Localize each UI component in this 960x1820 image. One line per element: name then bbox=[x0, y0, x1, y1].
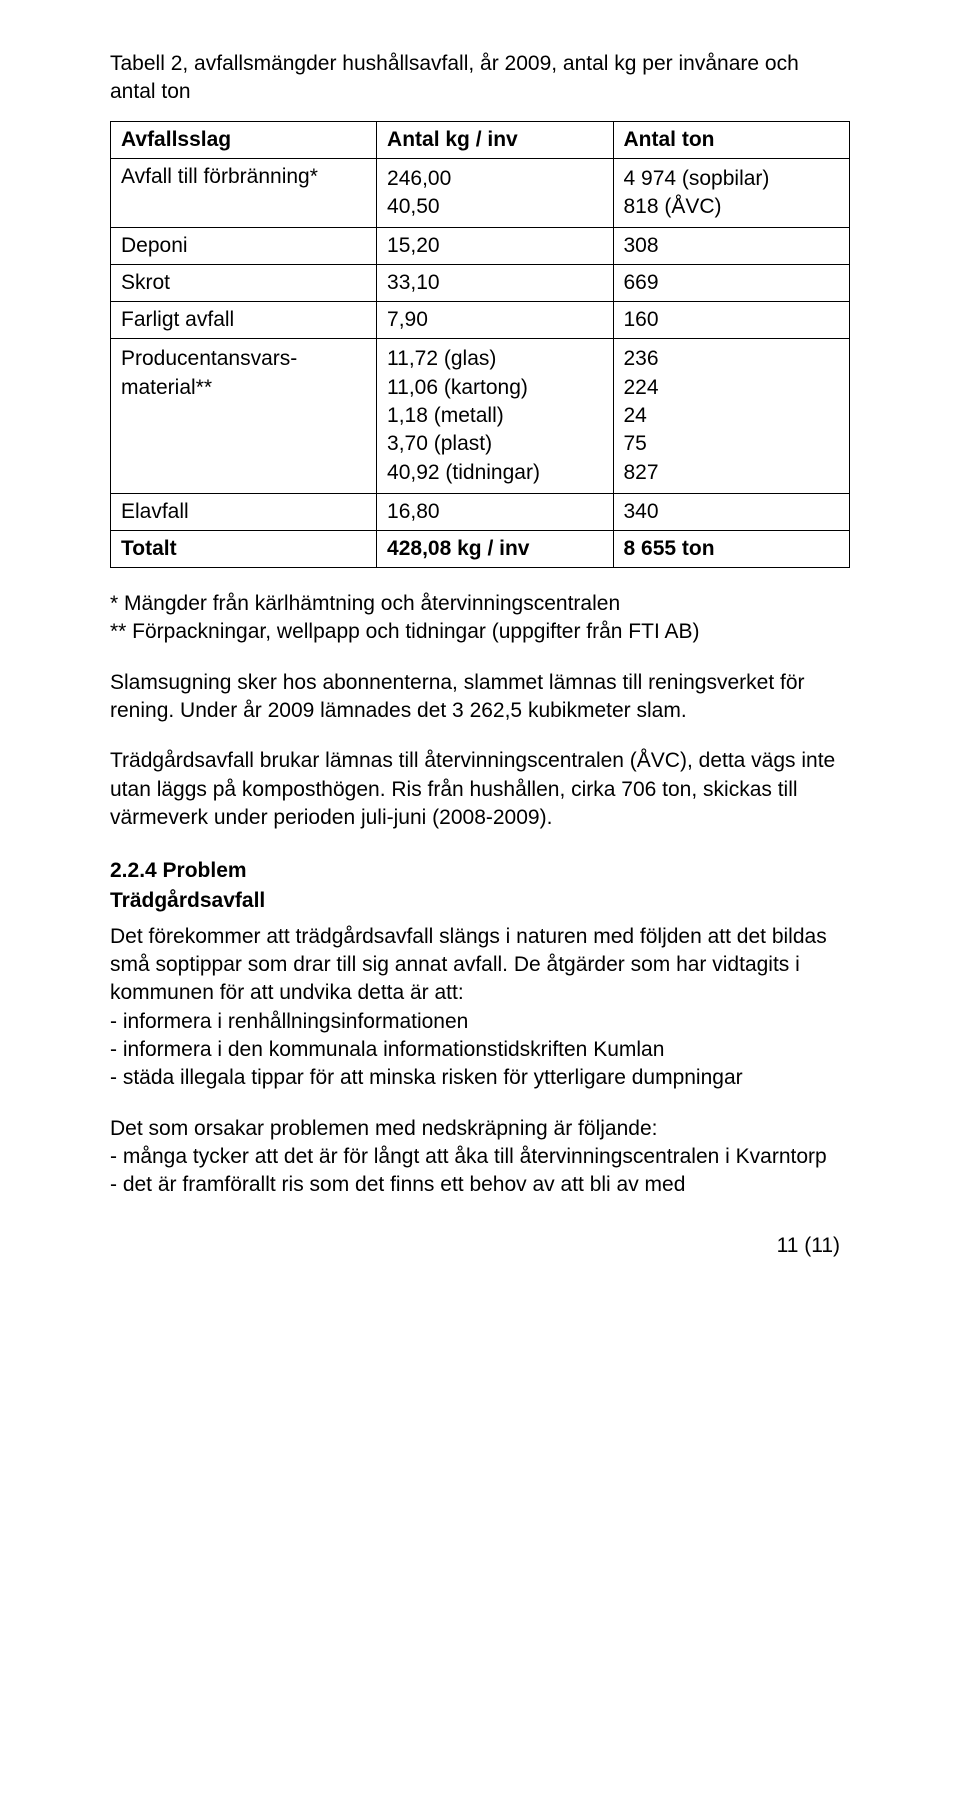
table-row: Producentansvars- material** 11,72 (glas… bbox=[111, 339, 850, 494]
table-header-row: Avfallsslag Antal kg / inv Antal ton bbox=[111, 121, 850, 158]
sub-heading-tradgardsavfall: Trädgårdsavfall bbox=[110, 889, 850, 913]
bullet-line: - informera i renhållningsinformationen bbox=[110, 1008, 850, 1036]
data-table: Avfallsslag Antal kg / inv Antal ton Avf… bbox=[110, 121, 850, 568]
cell-ton: 8 655 ton bbox=[613, 531, 850, 568]
cell-value: 246,00 bbox=[387, 165, 602, 193]
table-row: Skrot 33,10 669 bbox=[111, 265, 850, 302]
paragraph-causes-intro: Det som orsakar problemen med nedskräpni… bbox=[110, 1115, 850, 1143]
cell-ton: 160 bbox=[613, 302, 850, 339]
cell-kg: 428,08 kg / inv bbox=[377, 531, 613, 568]
table-row: Farligt avfall 7,90 160 bbox=[111, 302, 850, 339]
cell-value: 40,50 bbox=[387, 193, 602, 221]
cell-avfallsslag: Avfall till förbränning* bbox=[111, 158, 377, 228]
bullet-line: - det är framförallt ris som det finns e… bbox=[110, 1171, 850, 1199]
section-heading-problem: 2.2.4 Problem bbox=[110, 859, 850, 883]
col-header-ton: Antal ton bbox=[613, 121, 850, 158]
table-title: Tabell 2, avfallsmängder hushållsavfall,… bbox=[110, 50, 850, 107]
cell-value: 3,70 (plast) bbox=[387, 430, 602, 458]
cell-ton: 236 224 24 75 827 bbox=[613, 339, 850, 494]
cell-value: material** bbox=[121, 374, 366, 402]
cell-kg: 33,10 bbox=[377, 265, 613, 302]
cell-value: 40,92 (tidningar) bbox=[387, 459, 602, 487]
table-row: Avfall till förbränning* 246,00 40,50 4 … bbox=[111, 158, 850, 228]
cell-value: 224 bbox=[624, 374, 840, 402]
table-row-total: Totalt 428,08 kg / inv 8 655 ton bbox=[111, 531, 850, 568]
cell-value: 11,06 (kartong) bbox=[387, 374, 602, 402]
paragraph-tradgard: Trädgårdsavfall brukar lämnas till återv… bbox=[110, 747, 850, 832]
col-header-kg: Antal kg / inv bbox=[377, 121, 613, 158]
table-row: Elavfall 16,80 340 bbox=[111, 494, 850, 531]
cell-value: 24 bbox=[624, 402, 840, 430]
page-number: 11 (11) bbox=[110, 1234, 850, 1258]
cell-avfallsslag: Producentansvars- material** bbox=[111, 339, 377, 494]
paragraph-problem-intro: Det förekommer att trädgårdsavfall släng… bbox=[110, 923, 850, 1008]
cell-avfallsslag: Deponi bbox=[111, 228, 377, 265]
cell-ton: 4 974 (sopbilar) 818 (ÅVC) bbox=[613, 158, 850, 228]
cell-value: 4 974 (sopbilar) bbox=[624, 165, 840, 193]
footnotes: * Mängder från kärlhämtning och återvinn… bbox=[110, 590, 850, 647]
cell-avfallsslag: Totalt bbox=[111, 531, 377, 568]
document-page: Tabell 2, avfallsmängder hushållsavfall,… bbox=[0, 0, 960, 1298]
cell-kg: 16,80 bbox=[377, 494, 613, 531]
cell-value: 75 bbox=[624, 430, 840, 458]
cell-ton: 669 bbox=[613, 265, 850, 302]
cell-value: 11,72 (glas) bbox=[387, 345, 602, 373]
footnote-2: ** Förpackningar, wellpapp och tidningar… bbox=[110, 618, 850, 646]
cell-kg: 15,20 bbox=[377, 228, 613, 265]
bullet-line: - informera i den kommunala informations… bbox=[110, 1036, 850, 1064]
col-header-avfallsslag: Avfallsslag bbox=[111, 121, 377, 158]
cell-kg: 7,90 bbox=[377, 302, 613, 339]
cell-value: 1,18 (metall) bbox=[387, 402, 602, 430]
cell-value: 818 (ÅVC) bbox=[624, 193, 840, 221]
cell-kg: 246,00 40,50 bbox=[377, 158, 613, 228]
bullet-line: - många tycker att det är för långt att … bbox=[110, 1143, 850, 1171]
cell-value: 827 bbox=[624, 459, 840, 487]
cell-value: Producentansvars- bbox=[121, 345, 366, 373]
table-row: Deponi 15,20 308 bbox=[111, 228, 850, 265]
cell-ton: 340 bbox=[613, 494, 850, 531]
cell-avfallsslag: Elavfall bbox=[111, 494, 377, 531]
paragraph-slam: Slamsugning sker hos abonnenterna, slamm… bbox=[110, 669, 850, 726]
cell-ton: 308 bbox=[613, 228, 850, 265]
footnote-1: * Mängder från kärlhämtning och återvinn… bbox=[110, 590, 850, 618]
cell-avfallsslag: Farligt avfall bbox=[111, 302, 377, 339]
cell-avfallsslag: Skrot bbox=[111, 265, 377, 302]
cell-kg: 11,72 (glas) 11,06 (kartong) 1,18 (metal… bbox=[377, 339, 613, 494]
cell-value: 236 bbox=[624, 345, 840, 373]
bullet-line: - städa illegala tippar för att minska r… bbox=[110, 1064, 850, 1092]
